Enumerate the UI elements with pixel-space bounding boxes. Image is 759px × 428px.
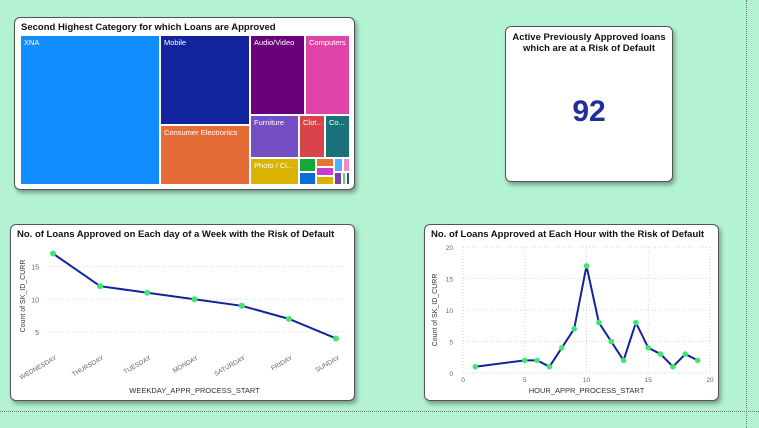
y-tick-label: 15 (31, 265, 39, 272)
tile-clothing[interactable]: Clot... (299, 115, 325, 158)
data-point (645, 345, 652, 351)
tile-label: Clot... (303, 118, 323, 127)
x-tick-label: TUESDAY (123, 354, 153, 376)
tile-small[interactable] (343, 158, 350, 172)
y-axis-label: Count of SK_ID_CURR (432, 274, 439, 347)
weekday-chart-card: No. of Loans Approved on Each day of a W… (10, 224, 355, 401)
x-tick-label: 10 (583, 377, 591, 384)
tile-photo[interactable]: Photo / Ci... (250, 158, 299, 185)
data-point (583, 263, 590, 269)
data-point (620, 357, 627, 364)
weekday-line-chart: 5 10 15 WEDNESDAY THURSDAY TUESDAY MONDAY SATUR… (19, 250, 344, 395)
data-point (50, 250, 56, 257)
treemap-card: Second Highest Category for which Loans … (14, 17, 355, 190)
data-point (596, 319, 602, 326)
data-point (608, 338, 614, 345)
y-tick-label: 0 (449, 371, 453, 378)
data-point (633, 319, 639, 326)
data-point (191, 296, 198, 303)
weekday-chart-title: No. of Loans Approved on Each day of a W… (17, 229, 335, 240)
x-tick-label: MONDAY (172, 354, 200, 374)
tile-small[interactable] (334, 172, 342, 185)
series-line (475, 265, 699, 369)
tile-xna[interactable]: XNA (20, 35, 160, 185)
tile-small[interactable] (334, 158, 343, 172)
x-tick-label: WEDNESDAY (19, 354, 59, 381)
tile-label: Consumer Electronics (164, 128, 238, 137)
x-axis-label: WEEKDAY_APPR_PROCESS_START (129, 386, 260, 395)
x-tick-label: 20 (706, 377, 714, 384)
tile-consumer-electronics[interactable]: Consumer Electronics (160, 125, 250, 185)
tile-small[interactable] (342, 172, 346, 185)
tile-label: Furniture (254, 118, 285, 127)
tile-co[interactable]: Co... (325, 115, 350, 158)
x-tick-label: SATURDAY (213, 354, 247, 378)
y-tick-label: 20 (446, 245, 454, 252)
tile-audio-video[interactable]: Audio/Video (250, 35, 305, 115)
hour-line-chart: 0 5 10 15 20 0 5 10 15 20 HOUR_APPR_PROCESS_START C… (432, 245, 714, 395)
data-point (670, 363, 676, 370)
kpi-value: 92 (572, 95, 606, 128)
tile-label: XNA (24, 38, 40, 47)
tile-small[interactable] (299, 172, 316, 185)
x-tick-label: 0 (461, 377, 465, 384)
data-point (534, 357, 540, 364)
tile-small[interactable] (316, 158, 334, 167)
x-tick-label: 15 (645, 377, 653, 384)
treemap-title: Second Highest Category for which Loans … (21, 22, 276, 33)
data-point (694, 357, 701, 364)
tile-furniture[interactable]: Furniture (250, 115, 299, 158)
tile-label: Co... (329, 118, 345, 127)
tile-small[interactable] (316, 167, 334, 176)
page-border-bottom (0, 411, 759, 412)
hour-chart-card: No. of Loans Approved at Each Hour with … (424, 224, 719, 401)
data-point (546, 363, 553, 370)
x-tick-label: FRIDAY (270, 354, 294, 372)
y-tick-label: 15 (446, 277, 454, 284)
data-point (238, 302, 245, 309)
data-point (333, 335, 339, 342)
tile-small[interactable] (316, 176, 334, 185)
tile-label: Mobile (164, 38, 187, 47)
hour-chart-title: No. of Loans Approved at Each Hour with … (431, 229, 705, 240)
data-point (285, 315, 292, 322)
tile-label: Computers (309, 38, 346, 47)
tile-mobile[interactable]: Mobile (160, 35, 250, 125)
tile-label: Photo / Ci... (254, 161, 294, 170)
x-axis-label: HOUR_APPR_PROCESS_START (529, 386, 645, 395)
x-tick-label: 5 (523, 377, 527, 384)
data-point (657, 351, 664, 357)
series-line (52, 252, 337, 340)
x-tick-label: SUNDAY (314, 354, 341, 374)
tile-label: Audio/Video (254, 38, 295, 47)
y-tick-label: 10 (446, 308, 454, 315)
y-tick-label: 5 (449, 340, 453, 347)
page-border-right (746, 0, 747, 428)
kpi-title: Active Previously Approved loans which a… (512, 32, 666, 54)
data-point (472, 363, 479, 370)
data-point (571, 326, 577, 332)
tile-small[interactable] (299, 158, 316, 172)
data-point (682, 351, 689, 357)
y-axis-label: Count of SK_ID_CURR (20, 260, 27, 333)
data-point (521, 357, 528, 364)
tile-small[interactable] (346, 172, 350, 185)
data-point (144, 289, 151, 296)
treemap: XNA Mobile Consumer Electronics Audio/Vi… (20, 35, 350, 185)
x-tick-label: THURSDAY (71, 354, 106, 378)
tile-computers[interactable]: Computers (305, 35, 350, 115)
y-tick-label: 5 (35, 330, 39, 337)
data-point (559, 345, 565, 351)
data-point (97, 283, 104, 290)
kpi-card: Active Previously Approved loans which a… (505, 26, 673, 182)
y-tick-label: 10 (31, 297, 39, 304)
